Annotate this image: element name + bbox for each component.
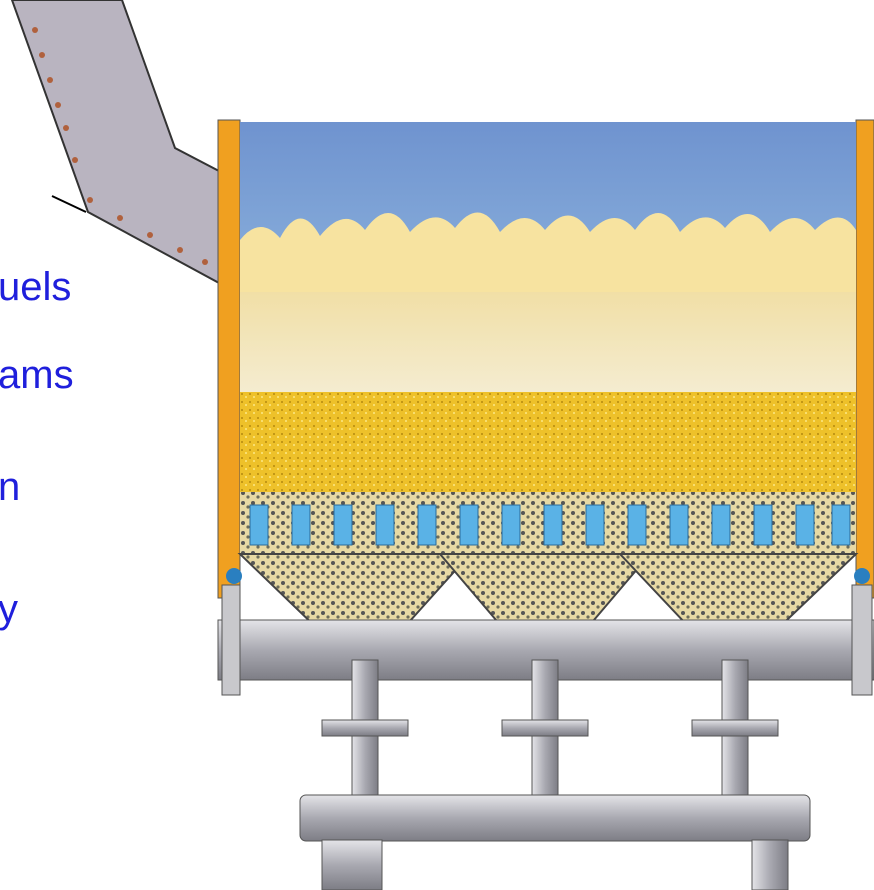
arrow	[51, 195, 87, 213]
hoppers	[237, 553, 859, 661]
post	[851, 584, 873, 696]
pivot	[854, 568, 870, 584]
fluidized-bed	[240, 392, 856, 492]
motor	[321, 839, 383, 890]
wall-right	[855, 119, 874, 599]
label: uels	[0, 265, 71, 309]
outlet	[751, 839, 789, 890]
screw-conveyor	[299, 794, 811, 842]
label: n	[0, 465, 20, 509]
label: ams	[0, 353, 74, 397]
wall-left	[217, 119, 241, 599]
flames	[240, 212, 856, 292]
valves	[321, 719, 779, 737]
pivot	[226, 568, 242, 584]
post	[221, 584, 241, 696]
nozzles	[249, 504, 851, 546]
freeboard	[240, 292, 856, 392]
label: y	[0, 587, 18, 631]
feed-chute	[10, 0, 241, 294]
